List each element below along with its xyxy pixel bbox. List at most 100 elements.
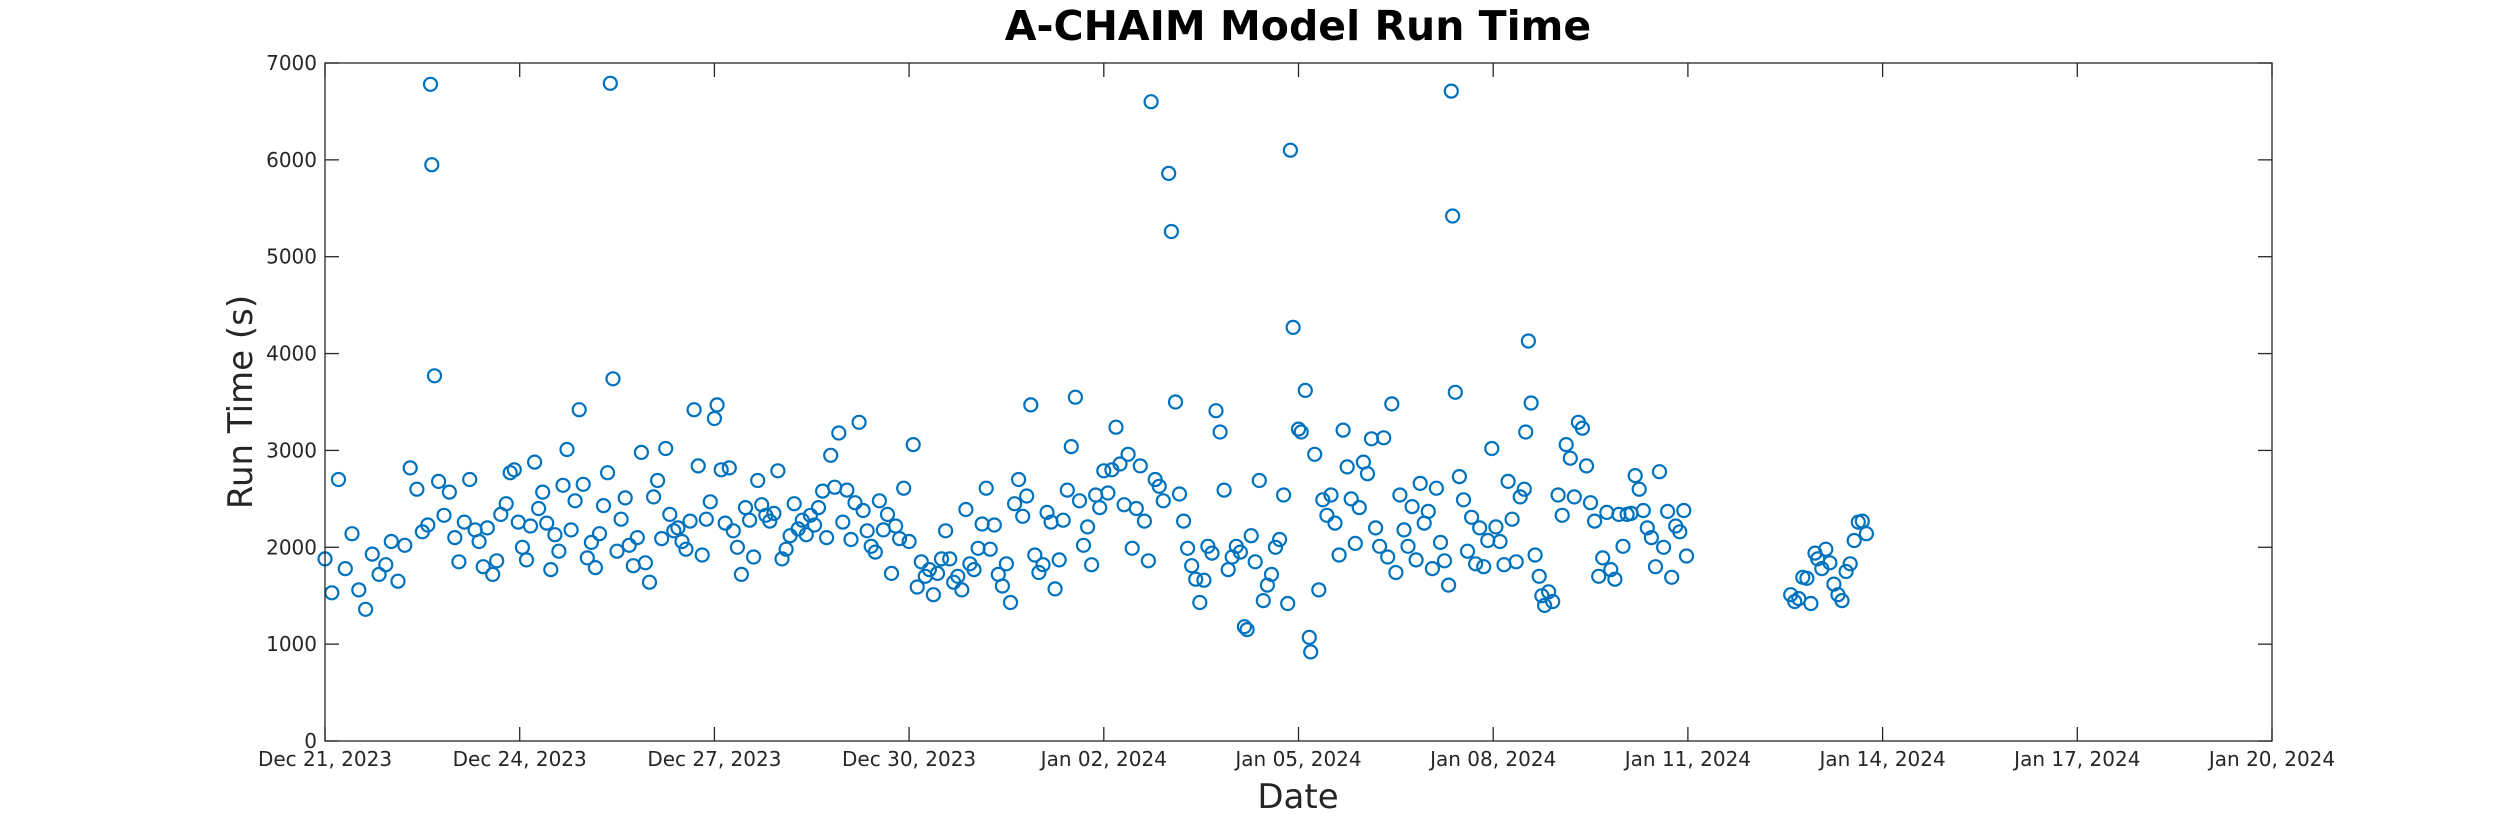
data-point bbox=[998, 556, 1015, 572]
data-point bbox=[1396, 522, 1412, 538]
chart-title: A-CHAIM Model Run Time bbox=[1005, 2, 1591, 50]
data-point bbox=[1280, 595, 1296, 612]
data-point bbox=[426, 368, 443, 384]
data-point bbox=[1275, 487, 1292, 503]
data-point bbox=[674, 533, 690, 550]
data-point bbox=[843, 531, 859, 548]
data-point bbox=[1051, 552, 1067, 568]
data-point bbox=[798, 527, 814, 543]
data-point bbox=[1236, 619, 1253, 635]
data-point bbox=[1232, 544, 1249, 560]
data-point bbox=[1380, 549, 1396, 565]
data-point bbox=[702, 494, 718, 510]
data-point bbox=[1443, 83, 1459, 99]
data-point bbox=[1451, 469, 1468, 485]
data-point bbox=[1063, 439, 1079, 455]
data-point bbox=[1071, 493, 1088, 509]
data-point bbox=[806, 517, 823, 533]
data-point bbox=[1531, 568, 1547, 584]
data-point bbox=[678, 541, 694, 557]
data-point bbox=[1124, 540, 1140, 556]
data-point bbox=[1247, 554, 1263, 570]
data-point bbox=[823, 447, 839, 463]
data-point bbox=[1518, 424, 1534, 440]
data-point bbox=[954, 582, 970, 598]
data-point bbox=[933, 551, 950, 567]
data-point bbox=[835, 514, 851, 530]
y-tick-label: 1000 bbox=[266, 632, 317, 656]
data-point bbox=[913, 554, 929, 570]
data-point bbox=[583, 534, 600, 551]
data-point bbox=[1343, 491, 1359, 507]
data-point bbox=[831, 425, 847, 441]
data-point bbox=[441, 484, 457, 500]
data-point bbox=[471, 533, 487, 550]
data-point bbox=[1243, 528, 1259, 544]
data-point bbox=[1566, 489, 1582, 505]
data-point bbox=[1803, 595, 1819, 612]
x-tick-label: Jan 05, 2024 bbox=[1233, 747, 1361, 771]
data-point bbox=[1179, 540, 1196, 556]
data-point bbox=[1376, 430, 1392, 446]
data-point bbox=[1027, 547, 1043, 563]
data-point bbox=[1603, 561, 1619, 578]
data-point bbox=[1520, 333, 1537, 349]
data-point bbox=[1031, 564, 1047, 581]
data-point bbox=[1192, 594, 1208, 611]
data-point bbox=[698, 511, 714, 527]
data-point bbox=[489, 553, 505, 569]
data-point bbox=[1562, 450, 1578, 466]
data-point bbox=[1672, 524, 1688, 540]
data-point bbox=[717, 515, 733, 531]
data-point bbox=[1384, 396, 1400, 412]
data-point bbox=[1108, 419, 1124, 435]
data-point bbox=[579, 550, 595, 566]
data-point bbox=[1488, 519, 1504, 535]
y-axis-title: Run Time (s) bbox=[221, 295, 261, 509]
data-point bbox=[1651, 464, 1668, 480]
data-point bbox=[462, 471, 478, 488]
data-point bbox=[1545, 593, 1561, 610]
data-point bbox=[1335, 422, 1351, 438]
data-point bbox=[1822, 555, 1838, 571]
data-point bbox=[337, 560, 353, 577]
data-point bbox=[1818, 541, 1834, 557]
data-point bbox=[555, 477, 571, 493]
data-point bbox=[709, 397, 725, 413]
data-point bbox=[1550, 487, 1566, 503]
data-point bbox=[654, 530, 670, 547]
data-point bbox=[950, 568, 966, 584]
data-point bbox=[1472, 520, 1488, 536]
data-point bbox=[901, 533, 917, 550]
data-point bbox=[1574, 420, 1591, 436]
data-point bbox=[378, 557, 394, 573]
data-point bbox=[364, 546, 380, 562]
data-point bbox=[629, 529, 645, 546]
data-point bbox=[479, 520, 495, 536]
data-point bbox=[1424, 560, 1441, 577]
data-point bbox=[1635, 502, 1651, 519]
data-point bbox=[518, 552, 535, 568]
data-point bbox=[929, 565, 946, 582]
data-point bbox=[713, 462, 729, 478]
data-point bbox=[1359, 466, 1376, 482]
data-point bbox=[1455, 492, 1472, 508]
data-point bbox=[1484, 440, 1500, 457]
data-point bbox=[1536, 597, 1553, 614]
data-point bbox=[431, 473, 447, 489]
data-point bbox=[1315, 492, 1331, 508]
data-point bbox=[1371, 538, 1388, 554]
y-axis: 0 1000 2000 3000 4000 5000 6000 7000 bbox=[266, 51, 2272, 753]
data-point bbox=[958, 501, 974, 518]
data-point bbox=[1447, 384, 1463, 400]
data-point bbox=[770, 463, 786, 479]
data-point bbox=[1647, 559, 1664, 575]
data-point bbox=[402, 460, 418, 476]
data-point bbox=[1476, 559, 1492, 575]
data-point bbox=[551, 543, 567, 559]
data-point bbox=[905, 437, 921, 453]
data-point bbox=[1216, 482, 1232, 498]
data-point bbox=[1591, 568, 1607, 584]
data-point bbox=[1067, 389, 1084, 405]
data-point bbox=[729, 539, 746, 555]
